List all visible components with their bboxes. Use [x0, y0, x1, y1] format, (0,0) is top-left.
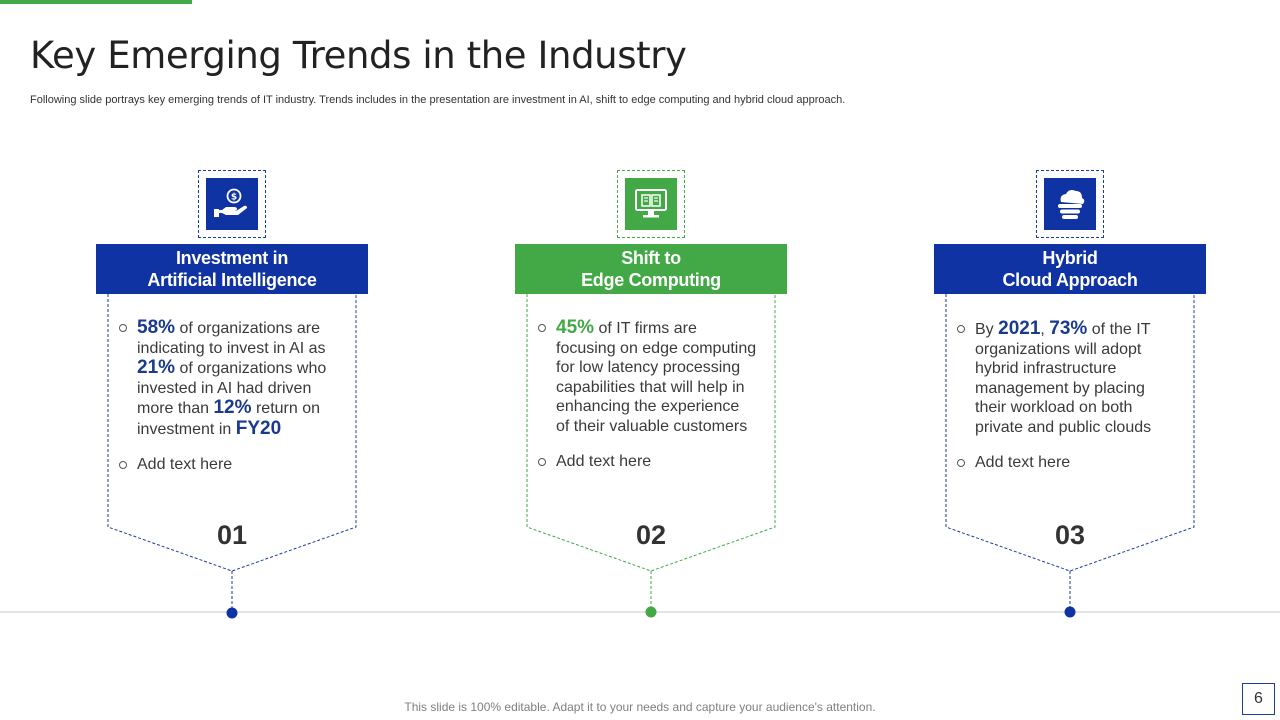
card-header-line1: Shift to	[621, 248, 681, 268]
card-header-line1: Hybrid	[1042, 248, 1098, 268]
timeline-dot-3	[1064, 606, 1076, 618]
bullet-text: of organizations are indicating to inves…	[137, 320, 326, 357]
cloud-stack-icon	[1044, 178, 1096, 230]
card-header-3: Hybrid Cloud Approach	[934, 244, 1206, 294]
bullet-text: return on investment in	[137, 400, 320, 438]
bullet-text: ,	[1040, 321, 1050, 338]
accent-bar	[0, 0, 192, 4]
slide-title: Key Emerging Trends in the Industry	[30, 34, 687, 77]
list-item: By 2021, 73% of the IT organizations wil…	[956, 319, 1176, 437]
card-header-1: Investment in Artificial Intelligence	[96, 244, 368, 294]
card-outline-3	[945, 294, 1195, 572]
stat-value: 58%	[137, 317, 176, 338]
card-outline-1	[107, 294, 357, 572]
list-item: 45% of IT firms are focusing on edge com…	[537, 318, 757, 436]
card-number-2: 02	[635, 520, 667, 550]
stat-value: 21%	[137, 357, 176, 378]
icon-frame-3	[1036, 170, 1104, 238]
card-number-1: 01	[216, 520, 248, 550]
money-hand-icon: $	[206, 178, 258, 230]
stat-value: FY20	[235, 417, 282, 439]
stat-value: 73%	[1049, 318, 1088, 339]
bullet-text: of IT firms are focusing on edge computi…	[556, 320, 757, 435]
stat-value: 45%	[556, 317, 595, 338]
page-number: 6	[1242, 683, 1275, 715]
icon-frame-2	[617, 170, 685, 238]
bullet-text: By	[975, 321, 999, 338]
edge-computer-icon	[625, 178, 677, 230]
timeline-dot-1	[226, 607, 238, 619]
svg-text:$: $	[231, 193, 237, 203]
timeline-dot-2	[645, 606, 657, 618]
card-header-line1: Investment in	[175, 248, 289, 268]
bullet-text: of organizations who invested in AI had …	[137, 360, 327, 417]
bullet-list-2: 45% of IT firms are focusing on edge com…	[537, 318, 757, 488]
icon-frame-1: $	[198, 170, 266, 238]
list-item: Add text here	[956, 453, 1176, 473]
card-outline-2	[526, 294, 776, 572]
card-number-3: 03	[1054, 520, 1086, 550]
list-item: Add text here	[537, 452, 757, 472]
card-header-line2: Edge Computing	[581, 270, 721, 290]
stat-value: 2021	[998, 318, 1041, 339]
card-header-line2: Artificial Intelligence	[147, 270, 317, 290]
footer-note: This slide is 100% editable. Adapt it to…	[404, 700, 876, 714]
bullet-list-3: By 2021, 73% of the IT organizations wil…	[956, 319, 1176, 489]
list-item: 58% of organizations are indicating to i…	[118, 318, 338, 439]
bullet-list-1: 58% of organizations are indicating to i…	[118, 318, 338, 491]
card-header-line2: Cloud Approach	[1002, 270, 1138, 290]
card-header-2: Shift to Edge Computing	[515, 244, 787, 294]
list-item: Add text here	[118, 455, 338, 475]
bullet-text: of the IT organizations will adopt hybri…	[975, 321, 1152, 436]
slide-subtitle: Following slide portrays key emerging tr…	[30, 94, 846, 106]
stat-value: 12%	[213, 397, 252, 418]
